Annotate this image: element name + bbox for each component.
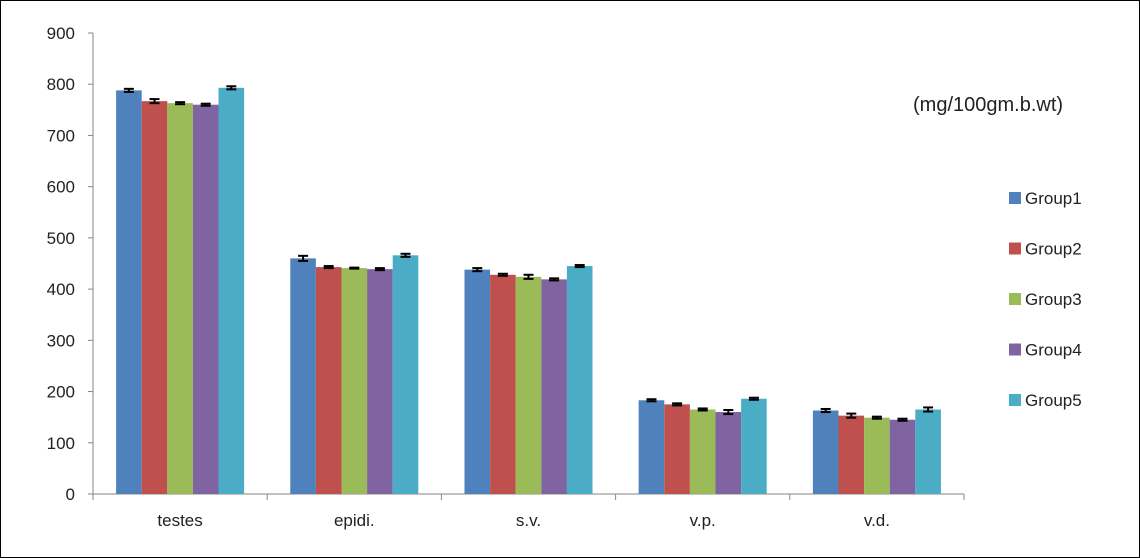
bar-group2-2 [490, 274, 516, 494]
legend-label: Group3 [1025, 290, 1082, 309]
bar-group5-1 [392, 255, 419, 494]
bar-group2-1 [315, 267, 342, 494]
x-tick-label: v.d. [864, 511, 890, 530]
bar-group1-2 [464, 269, 491, 494]
error-bars [123, 85, 934, 422]
x-tick-label: testes [157, 511, 202, 530]
bar-group4-0 [192, 104, 219, 494]
y-tick-label: 400 [47, 280, 75, 299]
bar-group3-4 [864, 417, 890, 494]
x-tick-label: s.v. [516, 511, 541, 530]
bar-group2-0 [141, 101, 168, 495]
bar-group5-2 [566, 266, 593, 494]
bar-group5-4 [915, 409, 941, 494]
bar-group2-4 [838, 415, 865, 494]
bar-group5-0 [218, 87, 245, 495]
x-axis-ticks: testes epidi. s.v. v.p. v.d. [92, 494, 965, 530]
bar-group4-2 [541, 279, 567, 494]
y-tick-label: 100 [47, 434, 75, 453]
x-tick-label: v.p. [690, 511, 716, 530]
legend-label: Group5 [1025, 391, 1082, 410]
bar-group3-2 [515, 276, 542, 494]
y-tick-label: 500 [47, 229, 75, 248]
bar-group4-4 [889, 419, 916, 494]
legend-swatch [1009, 394, 1021, 406]
y-tick-label: 300 [47, 331, 75, 350]
bar-group1-3 [638, 400, 665, 494]
legend-label: Group4 [1025, 341, 1082, 360]
bar-group4-3 [715, 412, 742, 494]
bar-group2-3 [664, 404, 690, 494]
legend-swatch [1009, 192, 1021, 204]
bar-group1-4 [812, 410, 839, 494]
y-tick-label: 600 [47, 178, 75, 197]
y-tick-label: 0 [66, 485, 75, 504]
bar-group3-0 [167, 103, 193, 495]
y-tick-label: 700 [47, 126, 75, 145]
bar-group3-1 [341, 268, 368, 494]
legend-swatch [1009, 293, 1021, 305]
y-axis-ticks: 0 100 200 300 400 500 600 700 800 900 [47, 24, 93, 504]
y-tick-label: 200 [47, 383, 75, 402]
bar-group4-1 [367, 269, 393, 494]
legend-swatch [1009, 242, 1021, 255]
bar-group5-3 [741, 398, 767, 494]
legend-label: Group2 [1025, 240, 1082, 259]
x-tick-label: epidi. [334, 511, 375, 530]
legend: Group1 Group2 Group3 Group4 Group5 [1009, 189, 1082, 410]
bar-group1-0 [116, 90, 142, 494]
legend-label: Group1 [1025, 189, 1082, 208]
units-annotation: (mg/100gm.b.wt) [913, 94, 1063, 116]
y-tick-label: 800 [47, 75, 75, 94]
legend-swatch [1009, 343, 1021, 356]
bar-group1-1 [290, 258, 316, 494]
y-tick-label: 900 [47, 24, 75, 43]
bar-series [116, 87, 941, 495]
bar-group3-3 [689, 409, 716, 494]
